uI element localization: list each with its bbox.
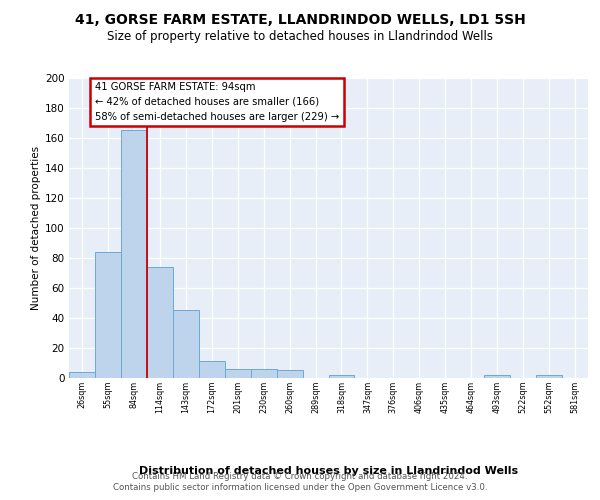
Bar — [251, 368, 277, 378]
Text: Contains public sector information licensed under the Open Government Licence v3: Contains public sector information licen… — [113, 483, 487, 492]
Bar — [484, 374, 510, 378]
Y-axis label: Number of detached properties: Number of detached properties — [31, 146, 41, 310]
Bar — [225, 368, 251, 378]
Bar — [95, 252, 121, 378]
Text: Size of property relative to detached houses in Llandrindod Wells: Size of property relative to detached ho… — [107, 30, 493, 43]
Bar — [147, 266, 173, 378]
Text: 41, GORSE FARM ESTATE, LLANDRINDOD WELLS, LD1 5SH: 41, GORSE FARM ESTATE, LLANDRINDOD WELLS… — [74, 12, 526, 26]
X-axis label: Distribution of detached houses by size in Llandrindod Wells: Distribution of detached houses by size … — [139, 466, 518, 475]
Bar — [277, 370, 302, 378]
Bar — [69, 372, 95, 378]
Bar — [199, 361, 224, 378]
Bar — [536, 374, 562, 378]
Bar — [329, 374, 355, 378]
Bar — [173, 310, 199, 378]
Text: 41 GORSE FARM ESTATE: 94sqm
← 42% of detached houses are smaller (166)
58% of se: 41 GORSE FARM ESTATE: 94sqm ← 42% of det… — [95, 82, 339, 122]
Text: Contains HM Land Registry data © Crown copyright and database right 2024.: Contains HM Land Registry data © Crown c… — [132, 472, 468, 481]
Bar — [121, 130, 147, 378]
